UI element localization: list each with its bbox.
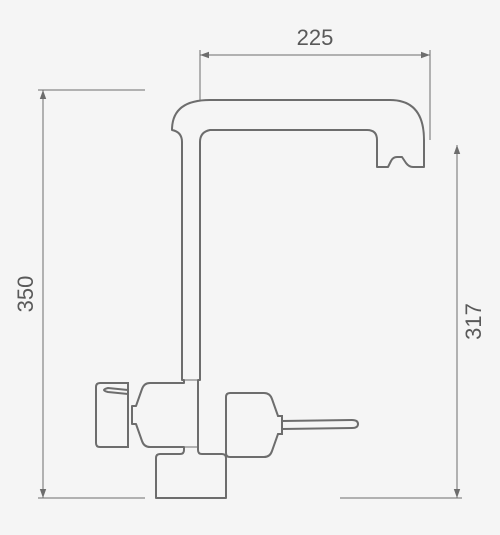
dimension-label: 225 — [297, 25, 334, 50]
dimension-label: 350 — [13, 276, 38, 313]
handle-right — [226, 393, 282, 457]
handle-right-lever — [282, 420, 358, 429]
technical-drawing: 225 350 317 — [0, 0, 500, 535]
faucet-body — [132, 100, 424, 498]
dimension-label: 317 — [461, 303, 486, 340]
